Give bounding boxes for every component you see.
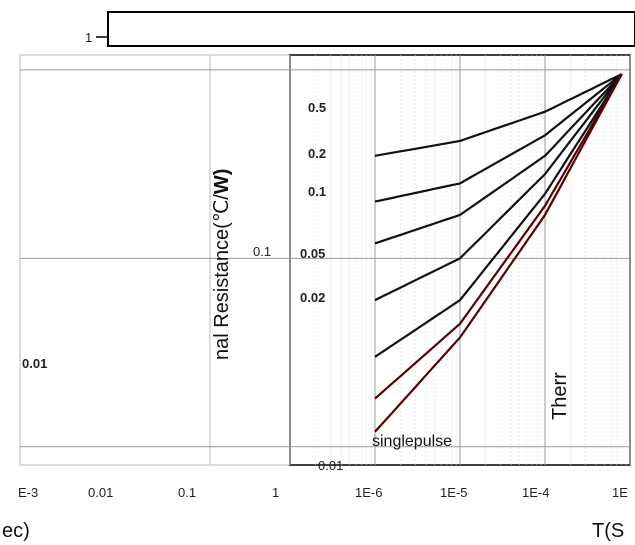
y-tick-top: 1 — [85, 30, 92, 45]
top-panel-frame — [107, 11, 635, 47]
duty-labels: 0.5 0.2 0.1 0.05 0.02 0.01 singlepulse — [22, 100, 452, 450]
series-line-0.02 — [374, 73, 623, 358]
duty-curves — [374, 73, 623, 433]
y-axis-title: nal Resistance(℃/W) — [211, 169, 233, 360]
y-axis-title-bold: W) — [211, 169, 233, 195]
y-tick-bottom: 0.01 — [318, 458, 343, 473]
x-tick-left-1: 0.01 — [88, 485, 113, 500]
grid-lines — [20, 55, 631, 465]
x-tick-right-2: 1E-4 — [522, 485, 549, 500]
x-tick-left-0: E-3 — [18, 485, 38, 500]
y-tick-mid: 0.1 — [253, 244, 271, 259]
x-axis-title-right: T(S — [592, 520, 624, 542]
series-line-0.05 — [374, 73, 623, 302]
x-tick-right-0: 1E-6 — [355, 485, 382, 500]
series-line-0.5 — [374, 73, 623, 157]
x-axis-title-left: ec) — [2, 520, 30, 542]
y-axis-title-right: Therr — [549, 372, 571, 420]
duty-label-6: singlepulse — [372, 433, 452, 450]
left-panel — [19, 54, 211, 466]
duty-label-1: 0.2 — [308, 146, 326, 161]
x-tick-left-3: 1 — [272, 485, 279, 500]
duty-label-3: 0.05 — [300, 246, 325, 261]
series-line-0.2 — [374, 73, 623, 203]
series-line-singlepulse — [374, 73, 623, 433]
duty-label-2: 0.1 — [308, 184, 326, 199]
x-tick-left-2: 0.1 — [178, 485, 196, 500]
x-tick-right-1: 1E-5 — [440, 485, 467, 500]
series-line-0.1 — [374, 73, 623, 245]
duty-label-5: 0.01 — [22, 356, 47, 371]
duty-label-0: 0.5 — [308, 100, 326, 115]
duty-label-4: 0.02 — [300, 290, 325, 305]
series-line-0.01 — [374, 73, 623, 400]
x-tick-right-3: 1E — [612, 485, 628, 500]
y-axis-title-main: nal Resistance(℃/ — [211, 194, 233, 360]
middle-panel — [209, 54, 291, 466]
